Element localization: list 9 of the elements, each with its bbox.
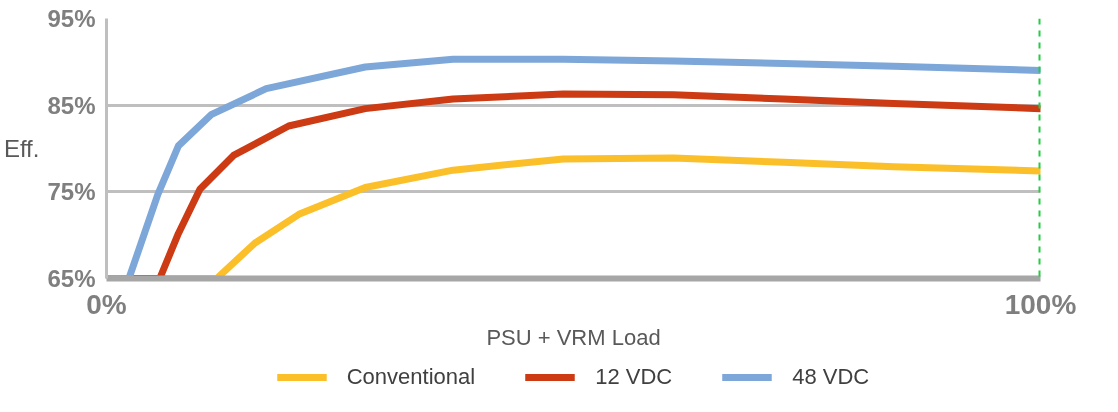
y-tick-label: 85% [47, 91, 96, 119]
legend-label: 12 VDC [595, 364, 673, 390]
y-tick-label: 95% [47, 5, 96, 32]
x-axis-title: PSU + VRM Load [486, 324, 661, 350]
legend-label: Conventional [346, 364, 476, 390]
x-tick-label: 100% [1004, 288, 1077, 320]
y-tick-label: 75% [47, 178, 96, 206]
legend-label: 48 VDC [792, 364, 870, 390]
y-axis-title: Eff. [3, 135, 40, 162]
